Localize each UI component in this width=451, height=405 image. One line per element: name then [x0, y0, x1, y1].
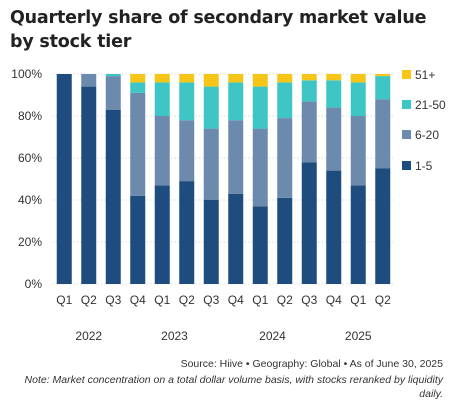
bar-segment-6-20	[130, 92, 146, 196]
bar-segment-51+	[130, 74, 146, 83]
year-label: 2023	[161, 329, 188, 343]
bar-segment-51+	[228, 74, 244, 83]
legend-label: 21-50	[415, 98, 446, 112]
legend-swatch	[402, 130, 411, 139]
bar-segment-21-50	[375, 76, 391, 100]
bar-segment-1-5	[154, 185, 170, 284]
bar-segment-1-5	[203, 200, 219, 284]
x-tick-label: Q3	[301, 293, 317, 307]
legend-swatch	[402, 161, 411, 170]
bar-segment-6-20	[326, 107, 342, 171]
x-tick-label: Q2	[277, 293, 293, 307]
x-tick-label: Q3	[203, 293, 219, 307]
x-tick-label: Q2	[179, 293, 195, 307]
bar-segment-21-50	[130, 82, 146, 93]
legend-swatch	[402, 100, 411, 109]
bar-segment-6-20	[81, 74, 97, 87]
chart-title: Quarterly share of secondary market valu…	[10, 8, 427, 52]
bar-segment-21-50	[277, 82, 293, 119]
bar-segment-1-5	[375, 168, 391, 284]
bar-segment-21-50	[228, 82, 244, 121]
bar-segment-6-20	[105, 76, 121, 110]
x-tick-label: Q4	[228, 293, 244, 307]
bar-segment-21-50	[203, 86, 219, 129]
bar-segment-6-20	[252, 128, 268, 207]
bar-segment-51+	[301, 74, 317, 81]
bar-segment-51+	[350, 74, 366, 83]
bar-segment-21-50	[350, 82, 366, 116]
bar-segment-21-50	[252, 86, 268, 129]
bar-segment-1-5	[277, 197, 293, 284]
bar-segment-1-5	[228, 193, 244, 284]
bar-segment-6-20	[154, 116, 170, 186]
legend-label: 51+	[415, 68, 435, 82]
bar-segment-21-50	[154, 82, 170, 116]
legend-label: 1-5	[415, 159, 433, 173]
x-tick-label: Q2	[375, 293, 391, 307]
bar-segment-21-50	[105, 74, 121, 77]
bar-segment-6-20	[203, 128, 219, 200]
bar-segment-21-50	[179, 82, 195, 121]
source-note: Source: Hiive • Geography: Global • As o…	[180, 358, 443, 370]
x-tick-label: Q3	[105, 293, 121, 307]
x-tick-label: Q1	[56, 293, 72, 307]
bar-segment-6-20	[350, 116, 366, 186]
bar-segment-6-20	[301, 101, 317, 163]
bar-segment-6-20	[228, 120, 244, 194]
bar-segment-1-5	[252, 206, 268, 284]
legend-swatch	[402, 70, 411, 79]
y-tick-label: 80%	[18, 109, 42, 123]
x-tick-label: Q4	[326, 293, 342, 307]
year-label: 2022	[75, 329, 102, 343]
bar-segment-1-5	[81, 86, 97, 284]
bar-segment-51+	[203, 74, 219, 87]
bar-segment-51+	[375, 74, 391, 77]
y-tick-label: 40%	[18, 193, 42, 207]
year-label: 2025	[345, 329, 372, 343]
stacked-bar-chart: 0% 20% 40% 60% 80% 100% Q1 Q2 Q3 Q4 Q1 Q2 Q3 Q4 Q1 Q2 Q3…	[11, 67, 446, 343]
bar-segment-1-5	[130, 195, 146, 284]
bar-segment-1-5	[326, 170, 342, 284]
bar-segment-6-20	[277, 118, 293, 198]
methodology-note: Note: Market concentration on a total do…	[24, 374, 443, 400]
bar-segment-6-20	[179, 120, 195, 182]
bar-segment-51+	[154, 74, 170, 83]
year-label: 2024	[259, 329, 286, 343]
bar-segment-1-5	[301, 162, 317, 284]
y-tick-label: 0%	[25, 277, 43, 291]
x-tick-label: Q1	[252, 293, 268, 307]
bar-segment-6-20	[375, 99, 391, 169]
y-tick-label: 60%	[18, 151, 42, 165]
bar-segment-21-50	[326, 80, 342, 108]
bar-segment-1-5	[350, 185, 366, 284]
x-tick-label: Q1	[154, 293, 170, 307]
bar-segment-1-5	[56, 74, 72, 284]
bar-segment-51+	[179, 74, 195, 83]
bar-segment-21-50	[301, 80, 317, 102]
bar-segment-51+	[326, 74, 342, 81]
bar-segment-1-5	[105, 109, 121, 284]
x-tick-label: Q4	[130, 293, 146, 307]
y-tick-label: 100%	[11, 67, 42, 81]
bar-segment-1-5	[179, 181, 195, 284]
bar-segment-51+	[277, 74, 293, 83]
bar-segment-51+	[252, 74, 268, 87]
x-tick-label: Q1	[350, 293, 366, 307]
y-tick-label: 20%	[18, 235, 42, 249]
x-tick-label: Q2	[81, 293, 97, 307]
legend-label: 6-20	[415, 128, 439, 142]
